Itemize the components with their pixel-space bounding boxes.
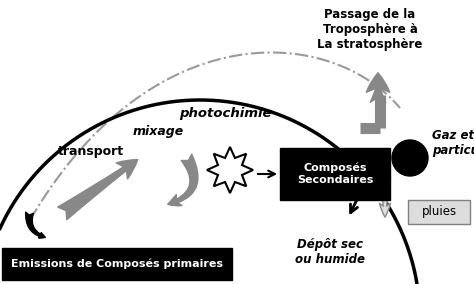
Circle shape (392, 140, 428, 176)
Text: Composés
Secondaires: Composés Secondaires (297, 162, 373, 185)
Text: Passage de la
Troposphère à
La stratosphère: Passage de la Troposphère à La stratosph… (317, 8, 423, 51)
Text: transport: transport (58, 145, 124, 158)
Text: pluies: pluies (421, 206, 456, 218)
Polygon shape (207, 147, 253, 193)
Text: Gaz et
particule: Gaz et particule (432, 129, 474, 157)
Text: photochimie: photochimie (179, 107, 271, 120)
Text: Emissions de Composés primaires: Emissions de Composés primaires (11, 259, 223, 269)
Bar (408, 200, 470, 224)
Bar (280, 148, 390, 200)
Text: Dépôt sec
ou humide: Dépôt sec ou humide (295, 238, 365, 266)
Text: mixage: mixage (132, 125, 183, 138)
Bar (2, 248, 232, 280)
